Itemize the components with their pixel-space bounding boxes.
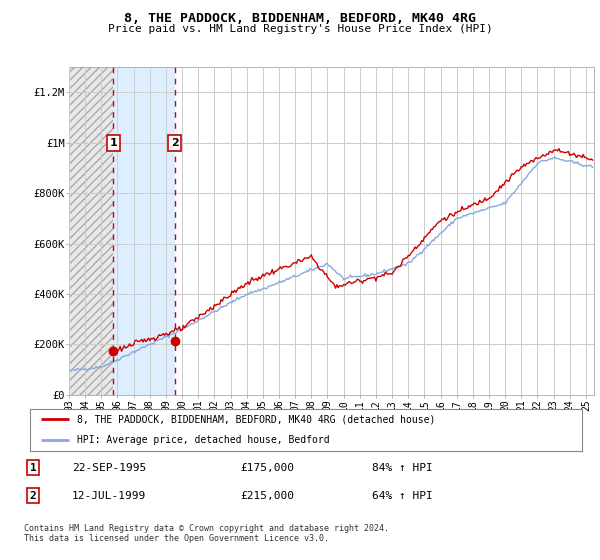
Text: £215,000: £215,000 xyxy=(240,491,294,501)
Text: 64% ↑ HPI: 64% ↑ HPI xyxy=(372,491,433,501)
Text: £175,000: £175,000 xyxy=(240,463,294,473)
Text: 22-SEP-1995: 22-SEP-1995 xyxy=(72,463,146,473)
Text: 2: 2 xyxy=(29,491,37,501)
Text: Contains HM Land Registry data © Crown copyright and database right 2024.
This d: Contains HM Land Registry data © Crown c… xyxy=(24,524,389,543)
Text: 2: 2 xyxy=(171,138,179,148)
Text: Price paid vs. HM Land Registry's House Price Index (HPI): Price paid vs. HM Land Registry's House … xyxy=(107,24,493,34)
Text: 1: 1 xyxy=(29,463,37,473)
Text: 12-JUL-1999: 12-JUL-1999 xyxy=(72,491,146,501)
Text: HPI: Average price, detached house, Bedford: HPI: Average price, detached house, Bedf… xyxy=(77,435,329,445)
Text: 8, THE PADDOCK, BIDDENHAM, BEDFORD, MK40 4RG: 8, THE PADDOCK, BIDDENHAM, BEDFORD, MK40… xyxy=(124,12,476,25)
Text: 84% ↑ HPI: 84% ↑ HPI xyxy=(372,463,433,473)
Bar xyxy=(69,67,113,395)
Text: 8, THE PADDOCK, BIDDENHAM, BEDFORD, MK40 4RG (detached house): 8, THE PADDOCK, BIDDENHAM, BEDFORD, MK40… xyxy=(77,414,435,424)
Bar xyxy=(113,67,175,395)
Text: 1: 1 xyxy=(110,138,117,148)
